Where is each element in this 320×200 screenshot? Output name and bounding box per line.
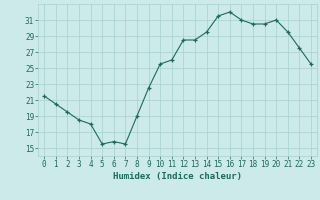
X-axis label: Humidex (Indice chaleur): Humidex (Indice chaleur) [113, 172, 242, 181]
